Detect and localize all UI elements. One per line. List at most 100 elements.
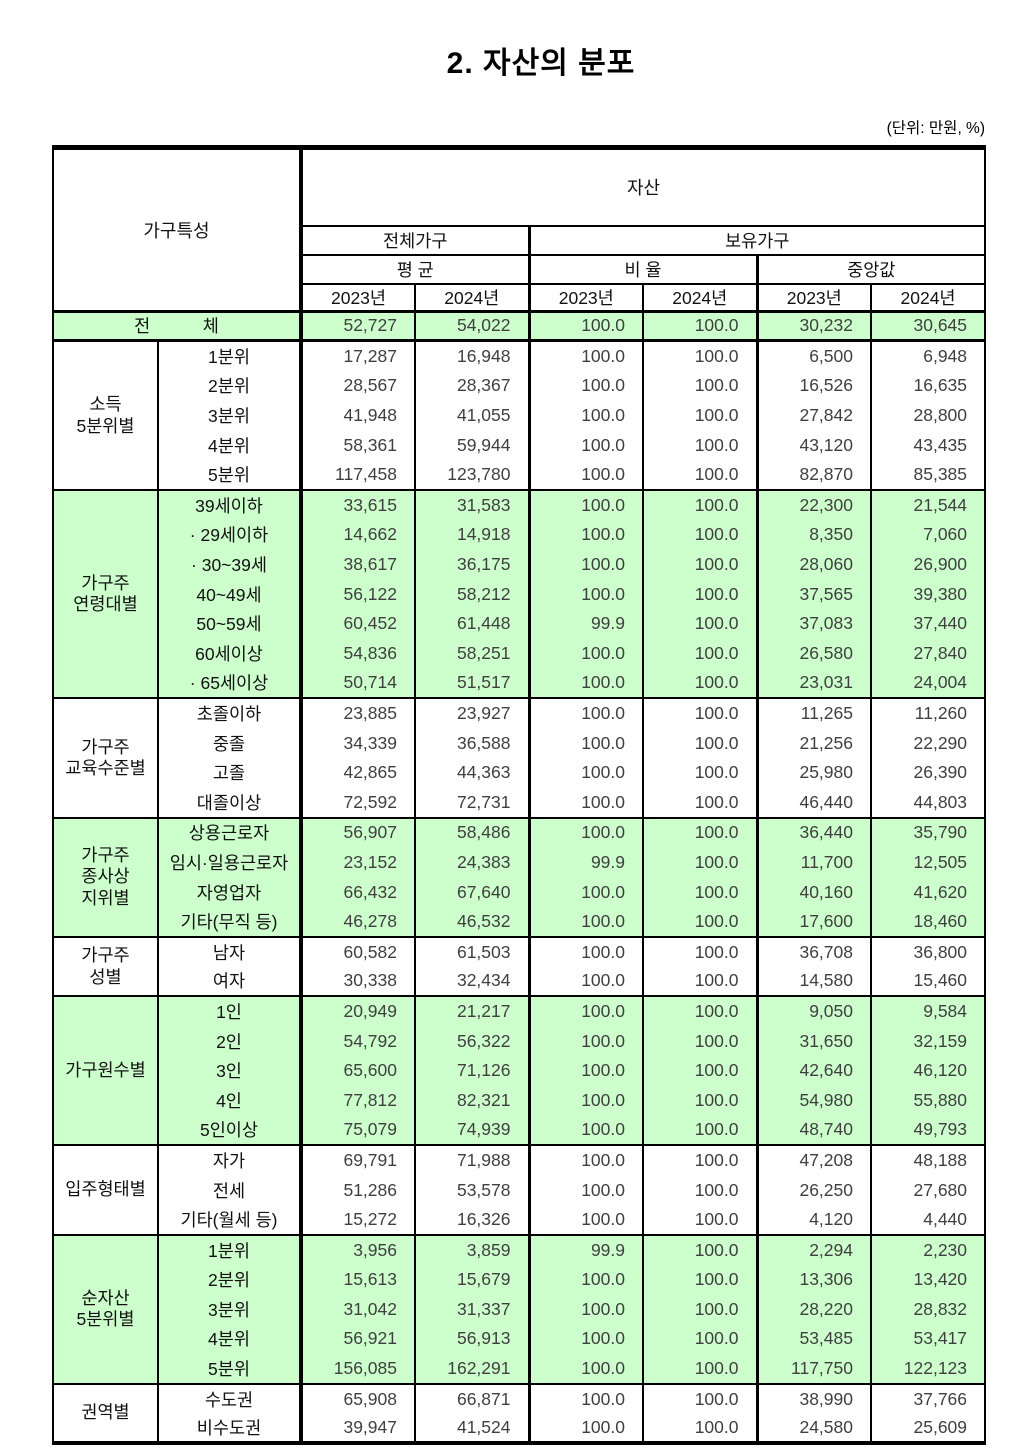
value-cell: 75,079 [299, 1115, 415, 1146]
value-cell: 100.0 [527, 1085, 643, 1116]
table-row: · 30~39세 38,617 36,175 100.0 100.0 28,060 26,9… [53, 549, 986, 580]
value-cell: 43,120 [755, 430, 871, 460]
row-label-cell: 임시·일용근로자 [157, 847, 301, 878]
value-cell: 100.0 [527, 488, 643, 520]
row-group-line: 가구주 [81, 572, 130, 593]
header-row-subgroups: 평 균 비 율 중앙값 [53, 254, 986, 285]
table-row: 가구주 연령대별 39세이하 33,615 31,583 100.0 100.0 22,300… [53, 488, 986, 699]
value-cell: 100.0 [527, 311, 643, 343]
table-row: 5분위 117,458 123,780 100.0 100.0 82,870 85,385 [53, 459, 986, 490]
value-cell: 100.0 [642, 370, 757, 401]
value-cell: 41,055 [414, 400, 529, 431]
value-cell: 18,460 [869, 906, 986, 937]
row-group-line: 연령대별 [73, 594, 138, 615]
value-cell: 99.9 [527, 1233, 643, 1265]
value-cell: 21,217 [414, 995, 529, 1027]
row-label-cell: 고졸 [157, 757, 301, 788]
value-cell: 100.0 [527, 638, 643, 669]
col-header-household-characteristics: 가구특성 [53, 147, 301, 313]
value-cell: 82,321 [414, 1085, 529, 1116]
value-cell: 100.0 [642, 1115, 757, 1146]
value-cell: 30,338 [299, 966, 415, 997]
col-header-year: 2023년 [299, 283, 415, 313]
value-cell: 100.0 [642, 966, 757, 997]
value-cell: 12,505 [869, 847, 986, 878]
row-label-cell: 전세 [157, 1175, 301, 1205]
value-cell: 122,123 [869, 1353, 986, 1384]
value-cell: 100.0 [527, 400, 643, 431]
value-cell: 11,260 [869, 697, 986, 729]
value-cell: 3,956 [299, 1233, 415, 1265]
value-cell: 156,085 [299, 1353, 415, 1384]
value-cell: 59,944 [414, 430, 529, 460]
table-row: 대졸이상 72,592 72,731 100.0 100.0 46,440 44,803 [53, 787, 986, 818]
value-cell: 38,990 [755, 1382, 871, 1414]
value-cell: 16,526 [755, 370, 871, 401]
value-cell: 2,230 [869, 1233, 986, 1265]
table-row: 중졸 34,339 36,588 100.0 100.0 21,256 22,290 [53, 728, 986, 758]
value-cell: 14,662 [299, 519, 415, 550]
row-label-cell: 40~49세 [157, 579, 301, 609]
col-header-average: 평 균 [299, 254, 529, 285]
value-cell: 85,385 [869, 459, 986, 490]
asset-distribution-table: 가구특성 자산 전체가구 보유가구 평 균 비 율 중앙값 2023년 2024… [52, 145, 987, 1446]
row-label-cell: 기타(월세 등) [157, 1204, 301, 1235]
value-cell: 100.0 [527, 1115, 643, 1146]
value-cell: 100.0 [642, 1233, 757, 1265]
row-label-cell: · 30~39세 [157, 549, 301, 580]
page-title: 2. 자산의 분포 [446, 47, 636, 80]
row-group-line: 순자산 [81, 1287, 130, 1308]
value-cell: 100.0 [527, 370, 643, 401]
value-cell: 100.0 [642, 1055, 757, 1086]
row-group-line: 가구주 [81, 736, 130, 757]
value-cell: 41,620 [869, 877, 986, 907]
value-cell: 100.0 [642, 549, 757, 580]
value-cell: 100.0 [642, 488, 757, 520]
value-cell: 6,948 [869, 339, 986, 371]
value-cell: 100.0 [527, 1204, 643, 1235]
table-row: 3분위 41,948 41,055 100.0 100.0 27,842 28,800 [53, 400, 986, 431]
value-cell: 36,175 [414, 549, 529, 580]
col-header-all-households: 전체가구 [299, 225, 529, 256]
value-cell: 71,126 [414, 1055, 529, 1086]
value-cell: 53,485 [755, 1324, 871, 1354]
table-row: 50~59세 60,452 61,448 99.9 100.0 37,083 37,440 [53, 608, 986, 639]
value-cell: 72,592 [299, 787, 415, 818]
row-label-cell: 50~59세 [157, 608, 301, 639]
value-cell: 100.0 [642, 995, 757, 1027]
value-cell: 61,503 [414, 935, 529, 967]
row-label-cell: · 29세이하 [157, 519, 301, 550]
value-cell: 54,792 [299, 1026, 415, 1056]
value-cell: 46,120 [869, 1055, 986, 1086]
value-cell: 100.0 [527, 579, 643, 609]
value-cell: 16,326 [414, 1204, 529, 1235]
col-header-year: 2024년 [414, 283, 529, 313]
value-cell: 53,578 [414, 1175, 529, 1205]
value-cell: 27,840 [869, 638, 986, 669]
row-group-cell: 가구주 성별 [53, 935, 158, 997]
row-group-cell: 가구주 종사상 지위별 [53, 816, 158, 937]
value-cell: 123,780 [414, 459, 529, 490]
value-cell: 2,294 [755, 1233, 871, 1265]
value-cell: 117,458 [299, 459, 415, 490]
value-cell: 15,613 [299, 1264, 415, 1295]
table-row: 고졸 42,865 44,363 100.0 100.0 25,980 26,390 [53, 757, 986, 788]
value-cell: 100.0 [642, 1204, 757, 1235]
row-label-cell: 대졸이상 [157, 787, 301, 818]
row-group-line: 지위별 [81, 887, 130, 908]
value-cell: 13,420 [869, 1264, 986, 1295]
table-row: 여자 30,338 32,434 100.0 100.0 14,580 15,460 [53, 966, 986, 997]
value-cell: 66,871 [414, 1382, 529, 1414]
value-cell: 28,800 [869, 400, 986, 431]
value-cell: 100.0 [527, 966, 643, 997]
row-group-line: 소득 [89, 394, 122, 415]
value-cell: 6,500 [755, 339, 871, 371]
row-label-cell: 초졸이하 [157, 697, 301, 729]
value-cell: 15,460 [869, 966, 986, 997]
row-label-cell: 1분위 [157, 1233, 301, 1265]
value-cell: 100.0 [642, 579, 757, 609]
value-cell: 39,380 [869, 579, 986, 609]
value-cell: 14,918 [414, 519, 529, 550]
value-cell: 28,567 [299, 370, 415, 401]
value-cell: 100.0 [527, 1175, 643, 1205]
